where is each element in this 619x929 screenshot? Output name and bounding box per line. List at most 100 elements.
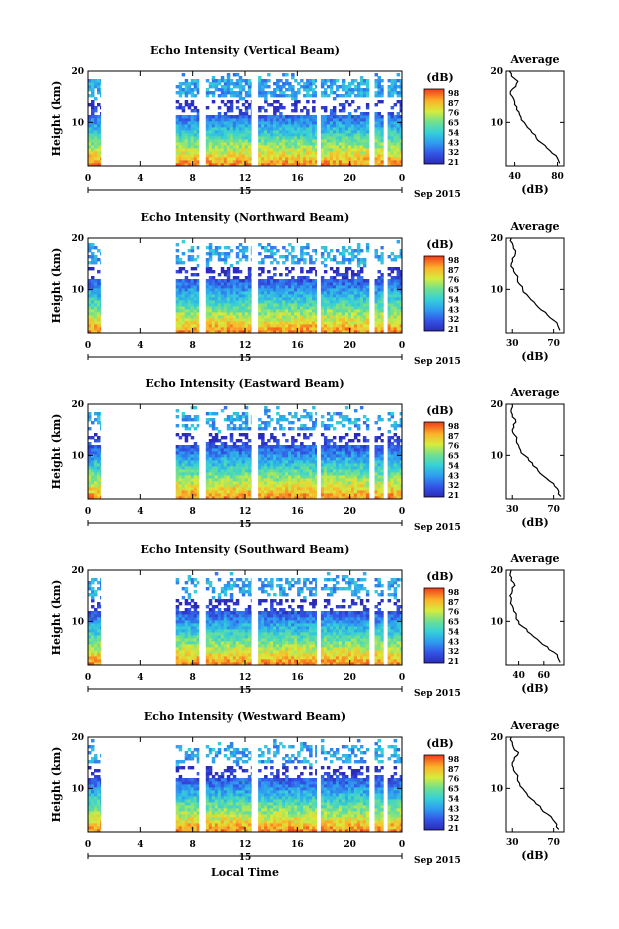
heatmap-cell: [270, 279, 274, 283]
heatmap-cell: [91, 255, 95, 259]
heatmap-cell: [315, 130, 317, 134]
heatmap-cell: [396, 285, 401, 289]
heatmap-cell: [187, 133, 192, 137]
heatmap-cell: [329, 469, 334, 473]
heatmap-cell: [250, 252, 252, 256]
heatmap-cell: [250, 312, 252, 316]
heatmap-cell: [335, 88, 340, 92]
heatmap-cell: [320, 118, 325, 122]
heatmap-cell: [196, 294, 200, 298]
heatmap-cell: [288, 154, 292, 158]
heatmap-cell: [264, 478, 268, 482]
heatmap-cell: [291, 142, 295, 146]
heatmap-cell: [300, 324, 304, 328]
heatmap-cell: [247, 291, 252, 295]
heatmap-cell: [175, 270, 180, 274]
heatmap-cell: [88, 412, 92, 416]
heatmap-cell: [303, 124, 307, 128]
heatmap-cell: [267, 318, 271, 322]
heatmap-cell: [362, 415, 367, 419]
heatmap-cell: [258, 121, 262, 125]
heatmap-cell: [315, 91, 317, 95]
heatmap-cell: [362, 142, 367, 146]
average-y-tick-label: 20: [490, 67, 503, 77]
heatmap-cell: [350, 142, 355, 146]
heatmap-cell: [211, 475, 216, 479]
heatmap-cell: [320, 454, 325, 458]
heatmap-cell: [220, 460, 225, 464]
heatmap-cell: [232, 133, 237, 137]
heatmap-cell: [250, 463, 252, 467]
heatmap-cell: [250, 112, 252, 116]
heatmap-cell: [332, 112, 337, 116]
heatmap-cell: [235, 460, 240, 464]
heatmap-cell: [175, 490, 180, 494]
heatmap-cell: [223, 457, 228, 461]
heatmap-cell: [220, 436, 225, 440]
heatmap-cell: [187, 324, 192, 328]
heatmap-cell: [341, 246, 346, 250]
heatmap-cell: [356, 270, 361, 274]
heatmap-cell: [329, 415, 334, 419]
heatmap-cell: [323, 454, 328, 458]
heatmap-cell: [335, 291, 340, 295]
heatmap-cell: [244, 424, 249, 428]
heatmap-cell: [261, 79, 265, 83]
heatmap-cell: [217, 430, 222, 434]
heatmap-cell: [329, 267, 334, 271]
heatmap-cell: [184, 88, 189, 92]
heatmap-cell: [181, 151, 186, 155]
heatmap-cell: [297, 463, 301, 467]
heatmap-cell: [178, 288, 183, 292]
heatmap-cell: [282, 433, 286, 437]
heatmap-cell: [241, 303, 246, 307]
heatmap-cell: [279, 118, 283, 122]
heatmap-cell: [273, 154, 277, 158]
heatmap-cell: [267, 130, 271, 134]
heatmap-cell: [390, 142, 395, 146]
heatmap-cell: [211, 121, 216, 125]
heatmap-cell: [211, 270, 216, 274]
heatmap-cell: [329, 154, 334, 158]
heatmap-cell: [309, 279, 313, 283]
heatmap-cell: [359, 445, 364, 449]
heatmap-cell: [187, 82, 192, 86]
heatmap-cell: [214, 288, 219, 292]
heatmap-cell: [276, 478, 280, 482]
heatmap-cell: [353, 160, 358, 164]
heatmap-cell: [261, 436, 265, 440]
heatmap-cell: [187, 124, 192, 128]
heatmap-cell: [88, 436, 92, 440]
heatmap-cell: [326, 442, 331, 446]
heatmap-cell: [178, 154, 183, 158]
heatmap-cell: [226, 463, 231, 467]
heatmap-cell: [193, 124, 198, 128]
heatmap-cell: [285, 484, 289, 488]
heatmap-cell: [193, 318, 198, 322]
heatmap-cell: [217, 124, 222, 128]
heatmap-cell: [326, 439, 331, 443]
heatmap-cell: [294, 94, 298, 98]
heatmap-cell: [387, 267, 392, 271]
heatmap-cell: [374, 493, 378, 497]
heatmap-cell: [208, 327, 213, 331]
heatmap-cell: [211, 115, 216, 119]
heatmap-cell: [362, 124, 367, 128]
heatmap-cell: [261, 130, 265, 134]
heatmap-cell: [226, 246, 231, 250]
heatmap-cell: [193, 157, 198, 161]
heatmap-cell: [350, 136, 355, 140]
heatmap-cell: [270, 303, 274, 307]
heatmap-cell: [291, 315, 295, 319]
heatmap-cell: [211, 151, 216, 155]
heatmap-cell: [329, 448, 334, 452]
heatmap-cell: [279, 136, 283, 140]
heatmap-cell: [312, 285, 316, 289]
heatmap-cell: [229, 306, 234, 310]
heatmap-cell: [377, 294, 381, 298]
heatmap-cell: [214, 124, 219, 128]
heatmap-cell: [353, 273, 358, 277]
heatmap-cell: [300, 252, 304, 256]
heatmap-cell: [226, 115, 231, 119]
heatmap-cell: [341, 454, 346, 458]
